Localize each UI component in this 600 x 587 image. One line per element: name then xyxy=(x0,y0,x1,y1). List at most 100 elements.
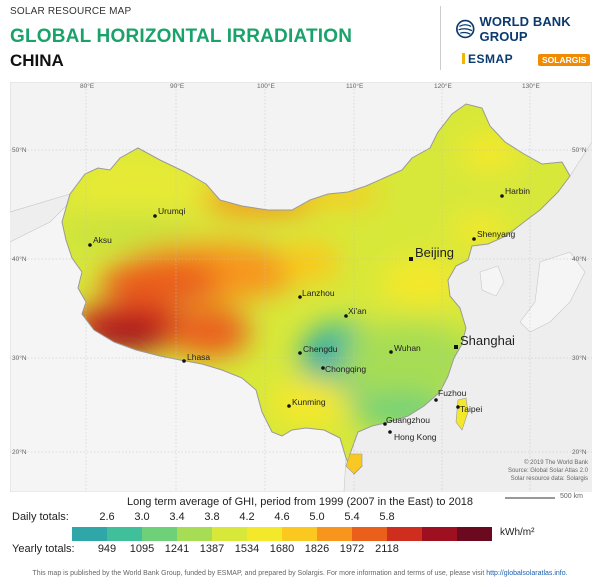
legend-daily-value: 2.6 xyxy=(99,511,115,523)
city-dot-hong-kong xyxy=(388,430,392,434)
city-dot-urumqi xyxy=(153,214,157,218)
city-label-kunming: Kunming xyxy=(292,397,326,407)
legend-yearly-value: 1534 xyxy=(234,543,260,555)
ramp-swatch xyxy=(107,527,143,541)
city-dot-guangzhou xyxy=(383,422,387,426)
city-dot-taipei xyxy=(456,405,460,409)
city-label-fuzhou: Fuzhou xyxy=(438,388,467,398)
irradiation-map: 80°E 90°E 100°E 110°E 120°E 130°E 50°N 5… xyxy=(10,82,592,492)
legend-yearly-value: 1972 xyxy=(339,543,365,555)
city-label-shenyang: Shenyang xyxy=(477,229,516,239)
city-label-chengdu: Chengdu xyxy=(303,344,338,354)
city-label-shanghai: Shanghai xyxy=(460,333,515,348)
city-label-hong-kong: Hong Kong xyxy=(394,432,437,442)
city-label-xian: Xi'an xyxy=(348,306,367,316)
footer-note: This map is published by the World Bank … xyxy=(0,570,600,577)
legend-yearly-value: 1387 xyxy=(199,543,225,555)
legend-yearly-value: 1241 xyxy=(164,543,190,555)
scale-label: 500 km xyxy=(560,493,583,500)
lat-label-50-right: 50°N xyxy=(572,146,587,154)
wbg-logo-text: WORLD BANK GROUP xyxy=(479,14,571,44)
lon-label-130: 130°E xyxy=(522,82,540,90)
city-dot-kunming xyxy=(287,404,291,408)
lat-label-40-right: 40°N xyxy=(572,255,587,263)
graticule-lines xyxy=(10,82,592,492)
legend-yearly-value: 1826 xyxy=(304,543,330,555)
legend-daily-value: 3.8 xyxy=(204,511,220,523)
city-dot-lanzhou xyxy=(298,295,302,299)
solargis-logo: SOLARGIS xyxy=(538,54,591,66)
korea-peninsula xyxy=(479,265,505,297)
legend-daily-value: 3.0 xyxy=(134,511,150,523)
city-label-urumqi: Urumqi xyxy=(158,206,186,216)
ramp-swatch xyxy=(247,527,283,541)
ramp-swatch xyxy=(352,527,388,541)
ramp-swatch xyxy=(387,527,423,541)
city-label-chongqing: Chongqing xyxy=(325,364,366,374)
ramp-swatch xyxy=(422,527,458,541)
world-bank-group-logo: WORLD BANK GROUP xyxy=(456,14,600,44)
city-dot-chengdu xyxy=(298,351,302,355)
lon-label-80: 80°E xyxy=(80,82,95,90)
city-dot-shenyang xyxy=(472,237,476,241)
city-label-aksu: Aksu xyxy=(93,235,112,245)
lon-label-90: 90°E xyxy=(170,82,185,90)
legend-yearly-value: 1680 xyxy=(269,543,295,555)
credit-line-3: Solar resource data: Solargis xyxy=(511,476,588,482)
city-label-lanzhou: Lanzhou xyxy=(302,288,335,298)
country-title: CHINA xyxy=(10,51,64,70)
esmap-logo: ESMAP xyxy=(462,52,513,66)
ramp-swatch xyxy=(282,527,318,541)
city-dot-aksu xyxy=(88,243,92,247)
ramp-swatch xyxy=(142,527,178,541)
credit-line-1: © 2019 The World Bank xyxy=(524,459,589,466)
japan xyxy=(519,251,586,333)
city-label-guangzhou: Guangzhou xyxy=(386,415,430,425)
city-dot-harbin xyxy=(500,194,504,198)
lat-label-30-right: 30°N xyxy=(572,354,587,362)
ramp-swatch xyxy=(212,527,248,541)
esmap-logo-text: ESMAP xyxy=(468,52,514,66)
footer-link[interactable]: http://globalsolaratlas.info. xyxy=(486,570,568,577)
city-label-beijing: Beijing xyxy=(415,245,454,260)
legend-daily-value: 3.4 xyxy=(169,511,185,523)
city-markers: Harbin Urumqi Shenyang Aksu Beijing Lanz… xyxy=(88,186,530,442)
ramp-swatch xyxy=(317,527,353,541)
lat-label-20-left: 20°N xyxy=(12,448,27,456)
city-label-lhasa: Lhasa xyxy=(187,352,210,362)
ramp-swatch xyxy=(72,527,108,541)
legend-daily-value: 5.4 xyxy=(344,511,360,523)
lon-label-100: 100°E xyxy=(257,82,275,90)
lon-label-110: 110°E xyxy=(346,82,364,90)
city-dot-wuhan xyxy=(389,350,393,354)
legend-daily-value: 5.8 xyxy=(379,511,395,523)
credit-line-2: Source: Global Solar Atlas 2.0 xyxy=(508,468,589,474)
legend-yearly-value: 949 xyxy=(97,543,117,555)
header-divider xyxy=(440,6,441,70)
lat-label-30-left: 30°N xyxy=(12,354,27,362)
city-dot-chongqing xyxy=(321,366,325,370)
map-title: GLOBAL HORIZONTAL IRRADIATION xyxy=(10,26,353,47)
legend-yearly-label: Yearly totals: xyxy=(12,543,75,555)
city-label-wuhan: Wuhan xyxy=(394,343,421,353)
lon-label-120: 120°E xyxy=(434,82,452,90)
legend-daily-value: 4.6 xyxy=(274,511,290,523)
ramp-swatch xyxy=(457,527,492,541)
legend-yearly-value: 1095 xyxy=(129,543,155,555)
city-dot-xian xyxy=(344,314,348,318)
city-dot-beijing xyxy=(409,257,413,261)
lat-label-20-right: 20°N xyxy=(572,448,587,456)
legend-yearly-value: 2118 xyxy=(375,543,399,555)
city-dot-lhasa xyxy=(182,359,186,363)
legend-title: Long term average of GHI, period from 19… xyxy=(126,496,474,508)
lat-label-40-left: 40°N xyxy=(12,255,27,263)
city-label-taipei: Taipei xyxy=(460,404,482,414)
ramp-swatch xyxy=(177,527,213,541)
city-label-harbin: Harbin xyxy=(505,186,530,196)
footer-text: This map is published by the World Bank … xyxy=(32,570,485,577)
legend-daily-value: 5.0 xyxy=(309,511,325,523)
city-dot-fuzhou xyxy=(434,398,438,402)
lat-label-50-left: 50°N xyxy=(12,146,27,154)
legend-daily-label: Daily totals: xyxy=(12,511,69,523)
legend-daily-value: 4.2 xyxy=(239,511,255,523)
